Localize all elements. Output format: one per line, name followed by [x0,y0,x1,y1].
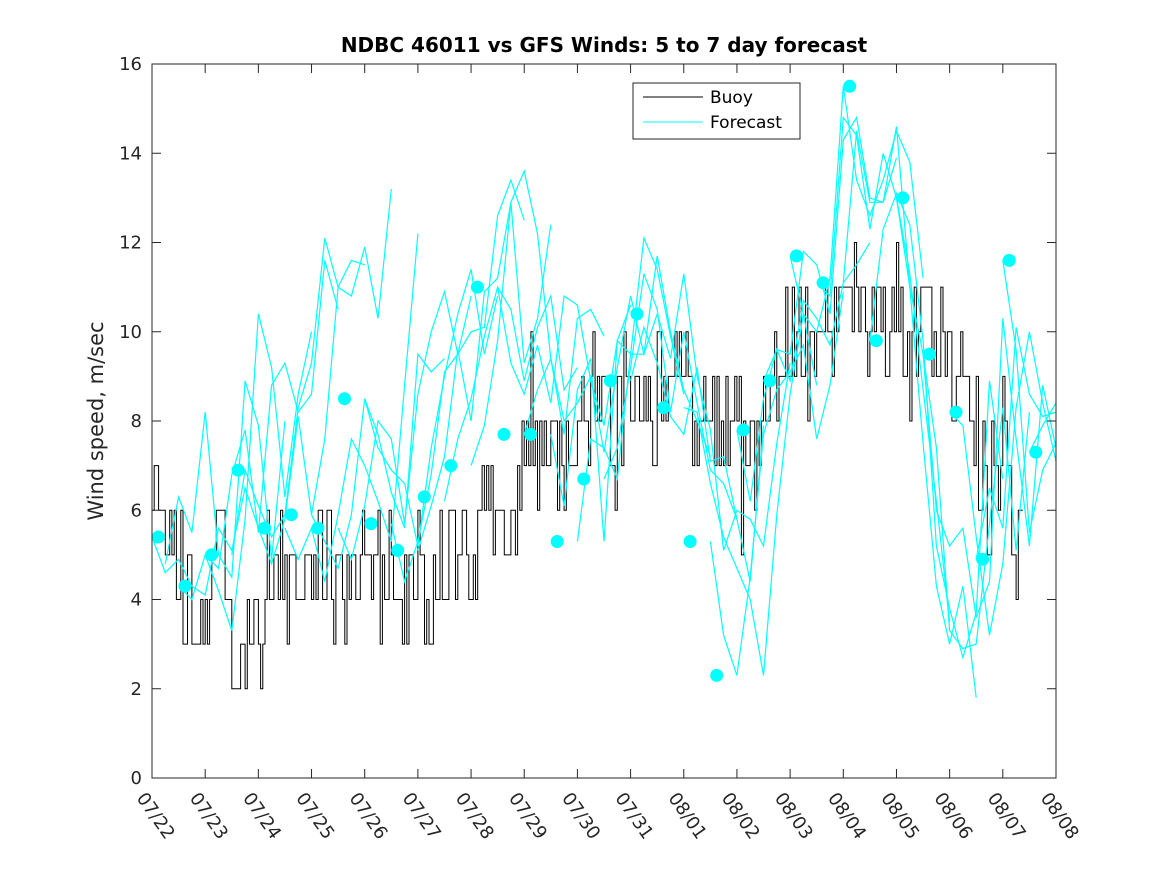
forecast-marker [205,548,219,562]
forecast-marker [284,508,298,522]
forecast-marker [311,521,325,535]
forecast-marker [550,535,564,548]
legend-forecast-label: Forecast [710,113,782,133]
chart-title: NDBC 46011 vs GFS Winds: 5 to 7 day fore… [341,33,868,57]
y-tick-label: 12 [119,233,142,254]
buoy-series [152,242,1023,690]
forecast-marker [364,517,378,531]
forecast-marker [896,191,910,205]
forecast-line [443,285,578,502]
y-axis-ticks: 0 2 4 6 8 10 12 14 16 [119,54,1056,789]
forecast-marker [710,668,724,682]
forecast-marker [843,79,857,93]
forecast-line [656,273,791,551]
forecast-marker [417,490,431,504]
forecast-line [975,327,1056,560]
axes-background [152,64,1056,778]
forecast-line [164,380,286,580]
forecast-marker [470,280,484,294]
buoy-line [152,242,1023,690]
y-tick-label: 4 [131,590,142,611]
forecast-marker [949,405,963,419]
legend: Buoy Forecast [632,82,801,140]
legend-buoy-label: Buoy [710,88,753,108]
y-tick-label: 6 [131,500,142,521]
forecast-line [1028,402,1056,453]
forecast-line [736,242,871,502]
forecast-line [630,325,765,582]
forecast-line [550,235,685,542]
forecast-line [284,233,419,582]
forecast-line [470,169,605,466]
forecast-marker [391,543,405,557]
forecast-line [152,485,259,596]
forecast-line [762,115,898,382]
forecast-marker [816,276,830,290]
forecast-marker [231,463,245,477]
y-tick-label: 2 [131,679,142,700]
forecast-marker [178,579,192,593]
y-tick-label: 14 [119,143,142,164]
forecast-marker [258,521,272,535]
forecast-marker [763,374,777,388]
y-tick-label: 0 [131,768,142,789]
y-tick-label: 16 [119,54,142,75]
forecast-line [576,255,711,542]
forecast-line [1002,260,1056,533]
forecast-marker [683,535,697,548]
legend-box [632,82,801,140]
forecast-line [257,188,392,566]
forecast-series [152,86,1056,698]
forecast-markers [151,79,1043,682]
forecast-line [497,286,632,426]
forecast-line [337,289,472,562]
forecast-line [231,237,365,555]
forecast-marker [524,427,538,441]
forecast-marker [790,249,803,263]
forecast-marker [151,530,165,544]
forecast-line [683,313,818,676]
forecast-line [789,86,924,334]
forecast-marker [338,392,351,406]
forecast-line [310,352,445,571]
forecast-line [949,331,1056,636]
forecast-line [922,318,1056,618]
forecast-marker [1029,445,1043,459]
forecast-marker [976,552,990,566]
plot-area [151,63,1057,779]
forecast-line [417,202,552,551]
y-axis-label: Wind speed, m/sec [84,321,108,520]
forecast-marker [497,427,511,441]
forecast-line [204,260,339,570]
forecast-marker [603,374,617,388]
forecast-line [816,115,951,622]
forecast-line [364,269,499,547]
forecast-line [178,313,313,631]
forecast-marker [444,459,458,473]
forecast-marker [630,307,644,321]
forecast-line [709,291,844,676]
forecast-marker [657,401,671,415]
y-tick-label: 10 [119,322,142,343]
y-tick-label: 8 [131,411,142,432]
forecast-marker [869,334,883,348]
forecast-marker [1002,253,1016,267]
forecast-marker [577,472,591,486]
forecast-marker [922,347,936,361]
forecast-marker [736,423,750,437]
